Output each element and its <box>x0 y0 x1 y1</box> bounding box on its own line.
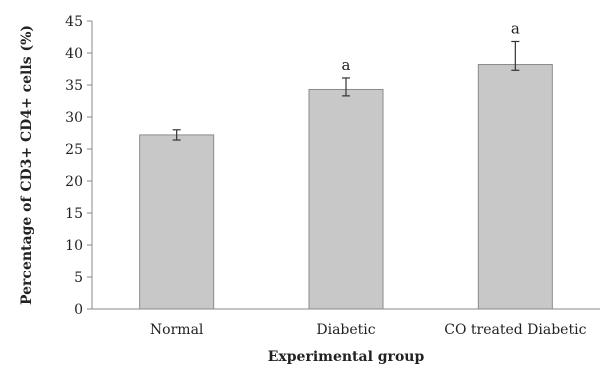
x-tick-label: CO treated Diabetic <box>444 322 586 338</box>
x-tick-label: Normal <box>150 322 204 338</box>
bar <box>308 88 384 310</box>
significance-label: a <box>342 56 351 74</box>
y-tick-label: 15 <box>65 206 83 222</box>
y-tick-label: 10 <box>65 238 83 254</box>
error-bars <box>172 40 520 141</box>
error-bar <box>511 40 520 71</box>
bar <box>139 134 215 310</box>
bars <box>139 64 553 310</box>
error-bar <box>172 129 181 141</box>
y-tick-label: 5 <box>74 270 83 286</box>
y-tick-label: 40 <box>65 46 83 62</box>
x-axis-title: Experimental group <box>268 349 425 365</box>
axes <box>91 21 600 310</box>
y-axis-ticks: 0 5 10 15 20 25 30 35 40 45 <box>65 14 92 318</box>
y-tick-label: 0 <box>74 302 83 318</box>
x-tick-label: Diabetic <box>316 322 375 338</box>
y-tick-label: 45 <box>65 14 83 30</box>
y-tick-label: 25 <box>65 142 83 158</box>
y-tick-label: 30 <box>65 110 83 126</box>
error-bar <box>342 77 350 97</box>
significance-label: a <box>511 19 520 37</box>
y-axis-title: Percentage of CD3+ CD4+ cells (%) <box>19 25 35 305</box>
y-tick-label: 20 <box>65 174 83 190</box>
significance-labels: aa <box>342 19 520 73</box>
bar <box>477 64 553 310</box>
x-axis-ticks: Normal Diabetic CO treated Diabetic <box>150 322 587 338</box>
y-tick-label: 35 <box>65 78 83 94</box>
